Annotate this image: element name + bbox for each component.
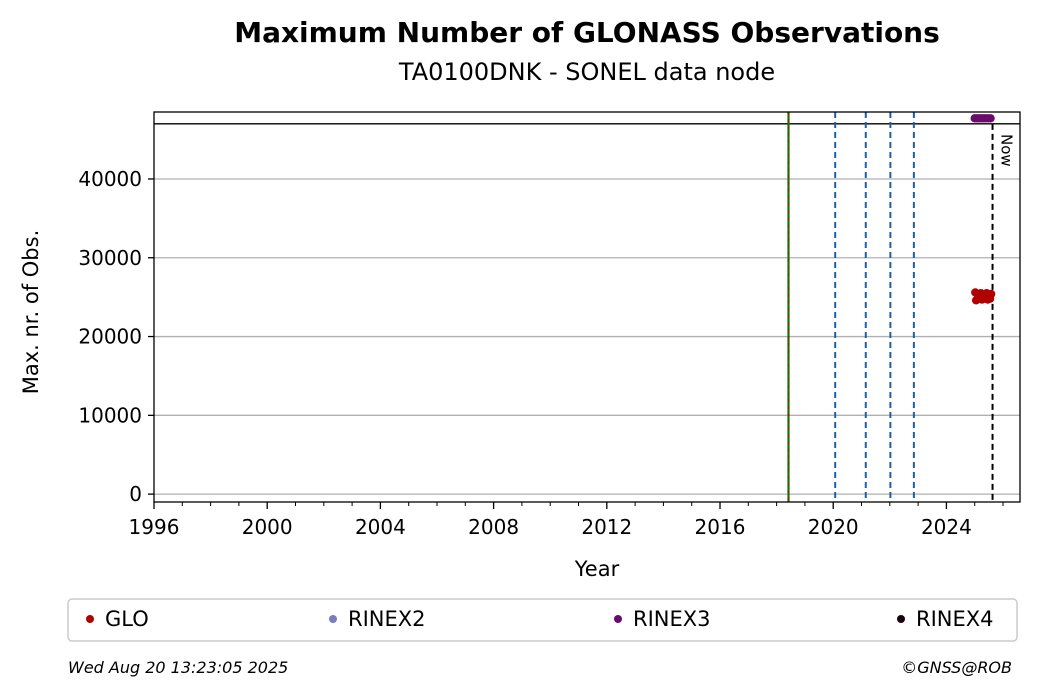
y-tick-label: 0: [129, 482, 142, 506]
y-tick-label: 20000: [78, 325, 142, 349]
x-tick-label: 2016: [695, 515, 746, 539]
y-tick-label: 40000: [78, 167, 142, 191]
data-points: [970, 114, 996, 305]
axes: 0 10000 20000 30000 40000 1996 2000 2004 2008 201…: [19, 111, 1021, 581]
legend-label-glo: GLO: [105, 607, 149, 631]
legend: GLO RINEX2 RINEX3 RINEX4: [67, 598, 1018, 642]
x-tick-label: 2004: [355, 515, 406, 539]
grid-layer: [154, 123, 1020, 495]
y-tick-label: 10000: [78, 403, 142, 427]
legend-marker-glo: [86, 615, 94, 623]
legend-box: [67, 598, 1018, 642]
event-lines: Now: [787, 112, 1016, 502]
legend-label-rinex2: RINEX2: [348, 607, 426, 631]
x-tick-label: 2000: [242, 515, 293, 539]
y-tick-label: 30000: [78, 246, 142, 270]
legend-label-rinex3: RINEX3: [633, 607, 711, 631]
data-point-glo: [986, 289, 996, 299]
chart-subtitle: TA0100DNK - SONEL data node: [398, 58, 776, 86]
footer-timestamp: Wed Aug 20 13:23:05 2025: [68, 658, 289, 677]
legend-marker-rinex4: [897, 615, 905, 623]
x-axis-label: Year: [574, 557, 620, 581]
data-point-rinex3: [986, 114, 995, 123]
legend-label-rinex4: RINEX4: [916, 607, 994, 631]
footer-credit: ©GNSS@ROB: [901, 658, 1012, 677]
legend-marker-rinex2: [329, 615, 337, 623]
x-tick-label: 2008: [468, 515, 519, 539]
x-tick-label: 1996: [129, 515, 180, 539]
x-tick-label: 2012: [581, 515, 632, 539]
x-tick-label: 2024: [921, 515, 972, 539]
chart-title: Maximum Number of GLONASS Observations: [234, 16, 940, 49]
y-axis-label: Max. nr. of Obs.: [19, 230, 43, 395]
now-label: Now: [998, 134, 1016, 167]
x-tick-label: 2020: [808, 515, 859, 539]
plot-frame: [153, 111, 1021, 503]
legend-marker-rinex3: [614, 615, 622, 623]
